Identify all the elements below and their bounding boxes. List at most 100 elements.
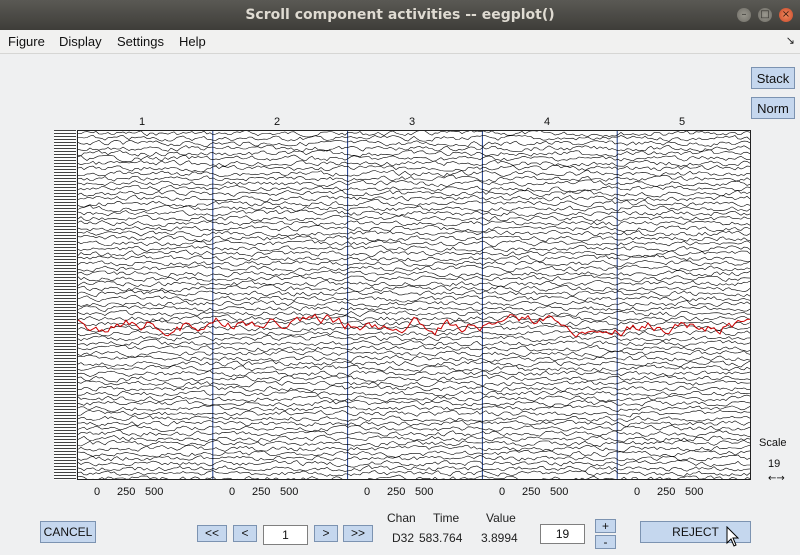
channel-trace (78, 380, 750, 388)
channel-trace (78, 434, 750, 443)
xtick-label: 250 (387, 486, 406, 498)
epoch-label-2: 2 (274, 116, 281, 128)
channel-trace (78, 449, 750, 458)
fast-forward-button[interactable]: >> (343, 525, 373, 542)
value-value: 3.8994 (481, 531, 518, 545)
xtick-label: 0 (94, 486, 101, 498)
xtick-label: 500 (550, 486, 569, 498)
channel-trace (78, 354, 750, 363)
channel-trace (78, 134, 750, 142)
channel-trace (78, 284, 750, 293)
channel-trace (78, 220, 750, 227)
scale-plus-button[interactable]: + (595, 519, 616, 533)
cancel-button[interactable]: CANCEL (40, 521, 96, 543)
channel-trace (78, 460, 750, 468)
maximize-icon[interactable]: □ (758, 8, 772, 22)
channel-trace (78, 174, 750, 183)
channel-trace (78, 145, 750, 153)
channel-trace (78, 444, 750, 453)
menu-settings[interactable]: Settings (117, 34, 164, 49)
stack-button[interactable]: Stack (751, 67, 795, 89)
epoch-label-3: 3 (409, 116, 416, 128)
channel-trace (78, 399, 750, 407)
dock-arrow-icon[interactable]: ↘ (785, 35, 795, 47)
scale-bar-icon: ←→ (768, 473, 785, 484)
channel-trace (78, 269, 750, 278)
scale-input[interactable]: 19 (540, 524, 585, 544)
xtick-label: 0 (634, 486, 641, 498)
channel-trace (78, 419, 750, 428)
channel-trace (78, 349, 750, 358)
xtick-label: 250 (522, 486, 541, 498)
channel-trace (78, 244, 750, 253)
channel-trace (78, 364, 750, 372)
epoch-label-1: 1 (139, 116, 146, 128)
channel-trace (78, 189, 750, 198)
channel-trace (78, 415, 750, 423)
channel-trace (78, 294, 750, 303)
channel-trace (78, 169, 750, 177)
time-value: 583.764 (419, 531, 463, 545)
channel-trace (78, 470, 750, 477)
menu-help[interactable]: Help (179, 34, 206, 49)
eeg-traces (78, 131, 750, 479)
xtick-label: 0 (229, 486, 236, 498)
eeg-plot-area[interactable] (77, 130, 751, 480)
xtick-label: 250 (657, 486, 676, 498)
epoch-input[interactable]: 1 (263, 525, 308, 545)
xtick-label: 500 (685, 486, 704, 498)
channel-trace (78, 224, 750, 233)
menu-figure[interactable]: Figure (8, 34, 45, 49)
fast-back-button[interactable]: << (197, 525, 227, 542)
minimize-icon[interactable]: – (737, 8, 751, 22)
channel-trace (78, 319, 750, 328)
channel-trace (78, 429, 750, 438)
xtick-label: 0 (364, 486, 371, 498)
channel-trace (78, 179, 750, 188)
xtick-label: 500 (145, 486, 164, 498)
epoch-label-4: 4 (544, 116, 551, 128)
channel-trace (78, 239, 750, 248)
close-icon[interactable]: × (779, 8, 793, 22)
channel-trace (78, 274, 750, 283)
channel-trace (78, 370, 750, 378)
channel-trace (78, 300, 750, 308)
channel-trace (78, 309, 750, 317)
channel-trace (78, 184, 750, 193)
xtick-label: 250 (252, 486, 271, 498)
channel-trace (78, 209, 750, 217)
channel-trace (78, 465, 750, 472)
menu-bar: Figure Display Settings Help ↘ (0, 30, 800, 54)
xtick-label: 500 (280, 486, 299, 498)
chan-value: D32 (392, 531, 415, 545)
channel-label-strip (54, 130, 76, 480)
value-header: Value (486, 511, 516, 525)
channel-trace (78, 279, 750, 288)
channel-trace (78, 394, 750, 403)
title-bar: – □ × Scroll component activities -- eeg… (0, 0, 800, 30)
channel-trace (78, 389, 750, 397)
scale-minus-button[interactable]: - (595, 535, 616, 549)
channel-trace (78, 260, 750, 267)
reject-button[interactable]: REJECT (640, 521, 751, 543)
channel-trace (78, 360, 750, 368)
norm-button[interactable]: Norm (751, 97, 795, 119)
channel-trace (78, 334, 750, 343)
channel-trace (78, 214, 750, 222)
channel-trace (78, 474, 750, 479)
channel-trace (78, 254, 750, 263)
channel-trace (78, 289, 750, 298)
time-header: Time (433, 511, 460, 525)
mouse-cursor-icon (726, 526, 740, 547)
channel-trace (78, 329, 750, 338)
window-title: Scroll component activities -- eegplot() (245, 7, 555, 23)
channel-trace (78, 131, 750, 138)
channel-trace (78, 164, 750, 173)
forward-button[interactable]: > (314, 525, 338, 542)
menu-display[interactable]: Display (59, 34, 102, 49)
channel-trace (78, 305, 750, 312)
channel-trace (78, 159, 750, 167)
back-button[interactable]: < (233, 525, 257, 542)
channel-trace (78, 439, 750, 448)
